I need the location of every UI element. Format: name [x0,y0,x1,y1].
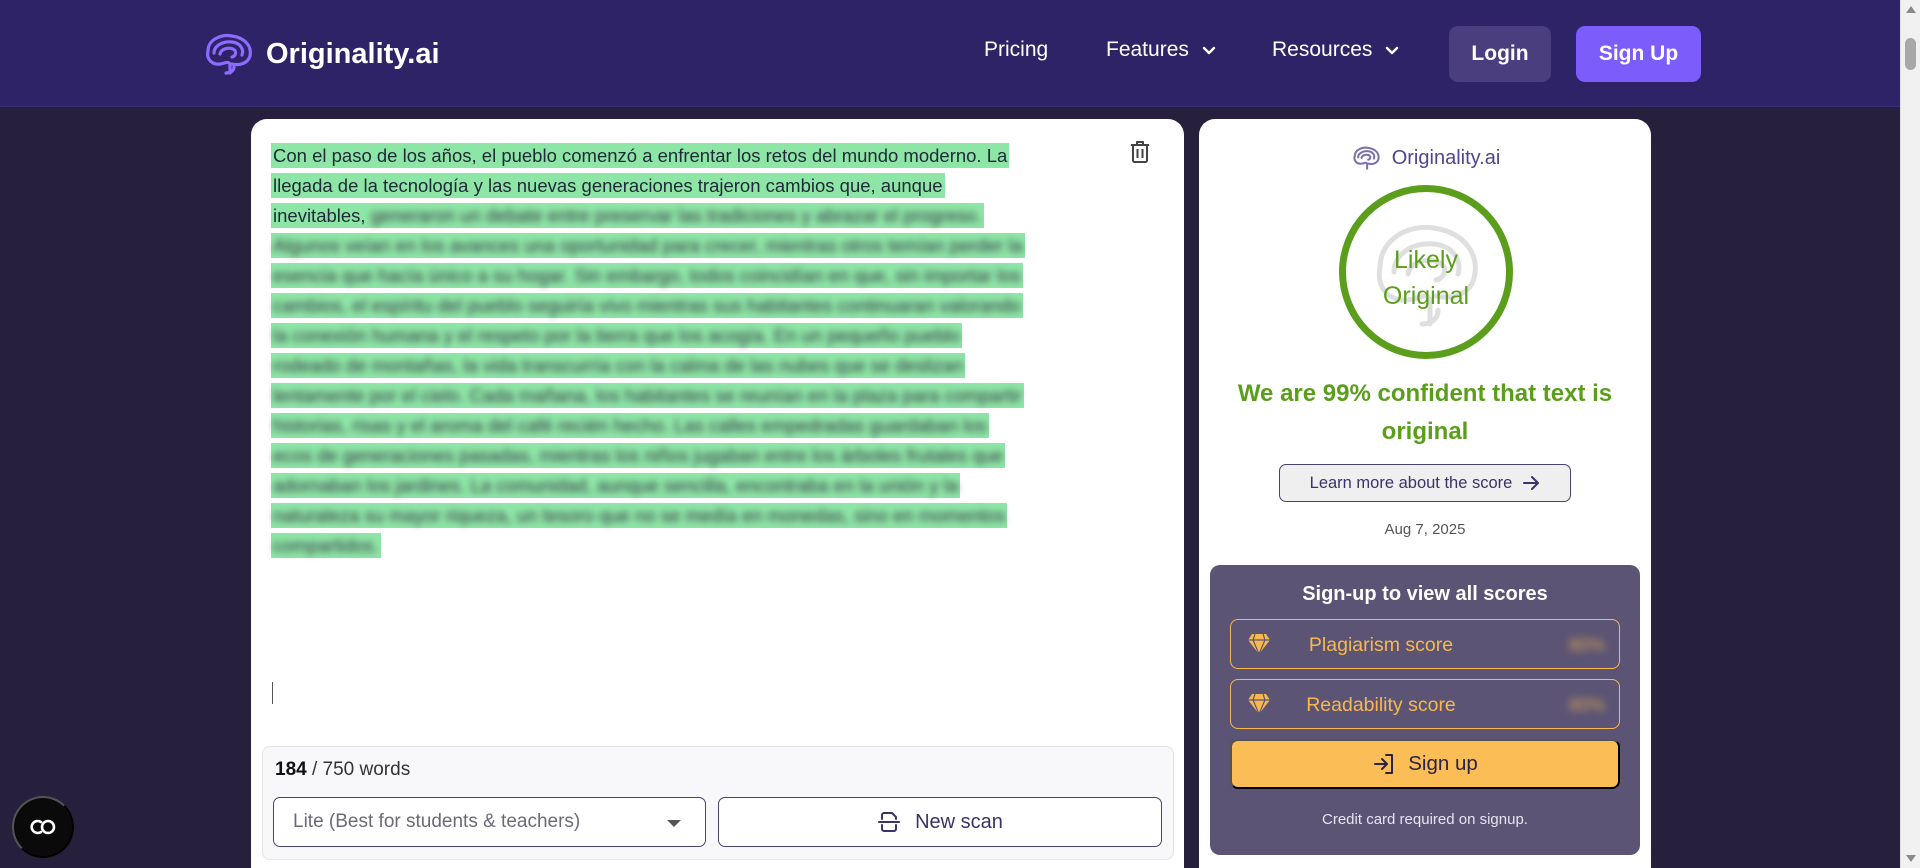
model-select-value: Lite (Best for students & teachers) [293,811,581,832]
result-brand: Originality.ai [1199,141,1651,175]
nav-resources[interactable]: Resources [1272,38,1400,62]
blurred-text: cambios, el espíritu del pueblo seguiría… [273,295,1021,316]
cookie-settings-button[interactable] [12,796,74,858]
chevron-down-icon [1386,46,1399,55]
nav-pricing-label: Pricing [984,38,1049,61]
verdict-line-2: Original [1382,282,1470,310]
scan-footer: 184 / 750 words Lite (Best for students … [262,746,1174,860]
verdict-line-1: Likely [1394,246,1458,274]
result-panel: Originality.ai Likely Original We are 99… [1199,119,1651,868]
credit-card-note: Credit card required on signup. [1322,811,1528,828]
login-arrow-icon [1374,754,1394,774]
trash-icon[interactable] [1127,139,1153,165]
cookie-settings-icon [30,819,56,835]
blurred-text: esencia que hacía único a su hogar. Sin … [273,265,1021,286]
blurred-text: historias, risas y el aroma del café rec… [273,415,987,436]
scroll-down-arrow-icon[interactable] [1906,855,1916,862]
blurred-text: Algunos veían en los avances una oportun… [273,235,1023,256]
scroll-thumb[interactable] [1905,38,1916,70]
editor-panel: Con el paso de los años, el pueblo comen… [251,119,1184,868]
text-caret [272,682,273,704]
arrow-right-icon [1523,476,1540,490]
nav-features[interactable]: Features [1106,38,1217,62]
plagiarism-score-locked[interactable]: Plagiarism score 80% [1230,619,1620,669]
signup-cta-label: Sign up [1408,752,1478,775]
text-line: inevitables, [273,205,366,226]
word-count-value: 184 [275,759,307,780]
diamond-icon [1248,633,1270,655]
blurred-text: naturaleza su mayor riqueza, un tesoro q… [273,505,1006,526]
login-button[interactable]: Login [1449,26,1551,82]
blurred-text: lentamente por el cielo. Cada mañana, lo… [273,385,1022,406]
brain-logo-icon [206,33,252,75]
signup-upsell-box: Sign-up to view all scores Plagiarism sc… [1210,565,1640,855]
diamond-icon [1248,693,1270,715]
learn-more-label: Learn more about the score [1309,473,1513,492]
signup-box-title: Sign-up to view all scores [1302,583,1548,605]
plagiarism-score-hidden-value: 80% [1568,635,1605,655]
verdict-label: Likely Original [1346,242,1506,314]
readability-score-hidden-value: 80% [1568,695,1605,715]
scan-icon [878,812,901,832]
new-scan-label: New scan [915,810,1003,833]
model-select[interactable]: Lite (Best for students & teachers) [273,797,706,847]
nav-features-label: Features [1106,38,1189,61]
highlighted-text: Con el paso de los años, el pueblo comen… [271,143,1025,558]
readability-score-label: Readability score [1306,694,1456,716]
signup-nav-button[interactable]: Sign Up [1576,26,1701,82]
blurred-text: ecos de generaciones pasadas, mientras l… [273,445,1004,466]
blurred-text: generaron un debate entre preservar las … [370,205,982,226]
nav-pricing[interactable]: Pricing [984,38,1048,62]
brand-name: Originality.ai [266,37,440,70]
word-limit-label: / 750 words [311,759,411,780]
brain-logo-icon [1353,146,1380,170]
brand-logo[interactable]: Originality.ai [200,30,440,78]
text-line: llegada de la tecnología y las nuevas ge… [273,175,943,196]
scan-date: Aug 7, 2025 [1384,521,1466,538]
blurred-text: compartidos. [273,535,379,556]
text-input-area[interactable]: Con el paso de los años, el pueblo comen… [271,141,1071,561]
text-line: Con el paso de los años, el pueblo comen… [273,145,1008,166]
learn-more-button[interactable]: Learn more about the score [1279,464,1571,502]
nav-resources-label: Resources [1272,38,1373,61]
result-brand-name: Originality.ai [1391,146,1501,169]
dropdown-caret-icon [667,820,681,827]
blurred-text: la conexión humana y el respeto por la t… [273,325,961,346]
blurred-text: rodeado de montañas, la vida transcurría… [273,355,964,376]
top-navbar: Originality.ai Pricing Features Resource… [0,0,1900,107]
plagiarism-score-label: Plagiarism score [1308,634,1454,656]
signup-cta-button[interactable]: Sign up [1230,739,1620,789]
chevron-down-icon [1202,46,1216,55]
word-counter: 184 / 750 words [275,759,410,781]
blurred-text: adornaban los jardines. La comunidad, au… [273,475,958,496]
verdict-ring: Likely Original [1339,185,1513,359]
readability-score-locked[interactable]: Readability score 80% [1230,679,1620,729]
confidence-statement: We are 99% confident that text is origin… [1237,380,1613,445]
page-scrollbar[interactable] [1900,0,1920,868]
new-scan-button[interactable]: New scan [718,797,1162,847]
brain-watermark-icon [1376,224,1478,327]
scroll-up-arrow-icon[interactable] [1906,6,1916,13]
